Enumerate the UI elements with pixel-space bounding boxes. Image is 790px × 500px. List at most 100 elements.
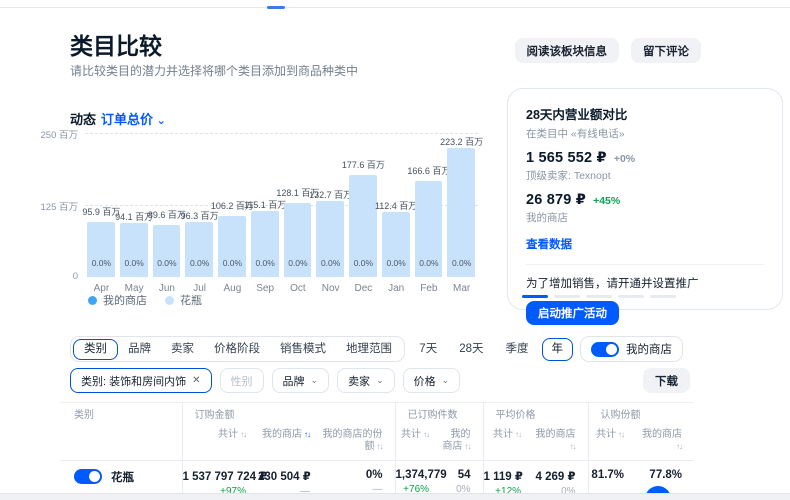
- category-bar[interactable]: [218, 215, 246, 277]
- my-shop-toggle[interactable]: [591, 341, 619, 357]
- period-tabs: 7天 28天 季度年: [410, 337, 573, 361]
- card-subtitle: 在类目中 «有线电话»: [526, 128, 625, 140]
- category-toggle[interactable]: [74, 469, 102, 484]
- download-button[interactable]: 下载: [643, 368, 690, 393]
- bar-value-label: 115.1 百万: [243, 199, 287, 210]
- sort-icon[interactable]: ↑↓: [423, 429, 430, 439]
- metric-selector[interactable]: 订单总价 ⌄: [101, 112, 166, 127]
- column-subheader[interactable]: 共计 ↑↓: [181, 424, 258, 461]
- column-subheader[interactable]: 我的商店↑↓: [441, 424, 484, 461]
- category-bar[interactable]: [87, 221, 115, 277]
- category-bar[interactable]: [119, 222, 148, 277]
- top-seller-change: +0%: [613, 153, 636, 165]
- filter-chip-1[interactable]: 类别: 装饰和房间内饰 ✕: [70, 368, 212, 393]
- filter-chip-4[interactable]: 卖家 ⌄: [337, 368, 395, 393]
- column-subheader[interactable]: 我的商店的份额 ↑↓: [322, 424, 396, 461]
- chip-label: 卖家: [348, 375, 371, 388]
- cell-value: 1 119 ₽: [483, 470, 523, 483]
- category-bar[interactable]: [381, 212, 410, 277]
- column-subheader[interactable]: 共计 ↑↓: [587, 424, 637, 461]
- view-data-link[interactable]: 查看数据: [526, 239, 572, 251]
- top-scrollbar-thumb[interactable]: [267, 6, 285, 9]
- top-scrollbar-track[interactable]: [0, 7, 790, 8]
- remove-chip-icon[interactable]: ✕: [192, 375, 201, 386]
- x-axis-month-label: Sep: [256, 283, 275, 294]
- dynamics-label: 动态: [70, 112, 97, 127]
- sort-icon[interactable]: ↑↓: [515, 429, 522, 439]
- column-subheader[interactable]: 共计 ↑↓: [482, 424, 534, 461]
- chart-gridline: [85, 133, 478, 134]
- bar-value-label: 106.2 百万: [210, 200, 254, 211]
- my-shop-change: +45%: [593, 195, 621, 207]
- category-bar[interactable]: [447, 148, 475, 277]
- read-section-info-button[interactable]: 阅读该板块信息: [514, 38, 619, 63]
- cell-change: +76%: [403, 483, 430, 495]
- column-subheader-label: 我的商店: [262, 428, 302, 440]
- dimension-tab-4[interactable]: 价格阶段: [214, 343, 260, 355]
- dimension-tab-2[interactable]: 品牌: [128, 343, 151, 355]
- divider: [526, 264, 764, 265]
- x-axis-month-label: Apr: [93, 283, 110, 294]
- carousel-dot[interactable]: [586, 295, 612, 298]
- period-tab-1[interactable]: 7天: [419, 343, 438, 355]
- x-axis-month-label: Mar: [453, 283, 471, 294]
- dimension-tab-1[interactable]: 类别: [73, 338, 118, 360]
- category-name-wrap: 花瓶: [74, 469, 170, 485]
- category-bar[interactable]: [185, 221, 213, 277]
- period-tab-2[interactable]: 28天: [459, 343, 484, 355]
- carousel-dot[interactable]: [554, 295, 580, 298]
- cell-value: 77.8%: [649, 468, 683, 481]
- carousel-dot[interactable]: [618, 295, 644, 298]
- filter-chip-3[interactable]: 品牌 ⌄: [271, 368, 330, 393]
- category-bar[interactable]: [283, 203, 312, 277]
- sort-active-icon[interactable]: ↑↓: [304, 429, 311, 439]
- legend-dot-icon: [88, 295, 97, 305]
- dimension-tab-6[interactable]: 地理范围: [346, 343, 392, 355]
- column-subheader[interactable]: 我的商店↑↓: [258, 424, 322, 461]
- cell-change: 0%: [561, 485, 576, 497]
- chevron-down-icon: ⌄: [441, 375, 450, 385]
- start-promotion-button[interactable]: 启动推广活动: [526, 301, 619, 325]
- turnover-comparison-card: 28天内营业额对比 在类目中 «有线电话» 1 565 552 ₽ +0% 顶级…: [507, 88, 783, 325]
- category-bar[interactable]: [316, 200, 344, 277]
- x-axis-month-label: Feb: [420, 283, 438, 294]
- leave-review-button[interactable]: 留下评论: [631, 38, 701, 63]
- chart-header: 动态 订单总价 ⌄: [70, 109, 166, 128]
- bar-value-label: 95.9 百万: [82, 206, 121, 217]
- sort-icon[interactable]: ↑↓: [464, 442, 472, 451]
- my-shop-label: 我的商店: [526, 212, 568, 224]
- column-subheader[interactable]: 我的商店↑↓: [636, 424, 695, 461]
- period-tab-3[interactable]: 季度: [505, 343, 529, 355]
- dimension-tab-3[interactable]: 卖家: [171, 343, 194, 355]
- y-axis-tick-label: 250 百万: [40, 130, 79, 141]
- category-bar[interactable]: [152, 225, 181, 277]
- sort-icon[interactable]: ↑↓: [240, 429, 247, 439]
- y-axis-tick-label: 125 百万: [40, 202, 79, 213]
- column-subheader-label: 共计: [218, 428, 238, 440]
- column-subheader[interactable]: 我的商店↑↓: [533, 424, 589, 461]
- sort-icon[interactable]: ↑↓: [618, 429, 625, 439]
- bar-value-label: 166.6 百万: [407, 166, 451, 177]
- carousel-dot[interactable]: [522, 295, 548, 298]
- carousel-dot[interactable]: [650, 295, 676, 298]
- bottom-edge: [0, 493, 790, 500]
- bar-value-label: 89.6 百万: [147, 210, 186, 221]
- sort-icon[interactable]: ↑↓: [569, 442, 577, 451]
- dimension-tab-5[interactable]: 销售模式: [280, 343, 326, 355]
- category-bar[interactable]: [414, 181, 443, 277]
- page-title: 类目比较: [70, 33, 162, 59]
- cell-value: 1 537 797 724 ₽: [182, 470, 268, 483]
- period-tab-4[interactable]: 年: [541, 337, 573, 361]
- category-bar[interactable]: [250, 210, 279, 277]
- column-subheader-label: 共计: [493, 428, 514, 440]
- my-shop-toggle-label: 我的商店: [626, 344, 672, 356]
- column-subheader[interactable]: 共计 ↑↓: [394, 424, 442, 461]
- filter-chips: 类别: 装饰和房间内饰 ✕ 性别 品牌 ⌄ 卖家 ⌄ 价格 ⌄: [70, 368, 461, 393]
- sort-icon[interactable]: ↑↓: [376, 442, 384, 451]
- chip-label: 性别: [230, 375, 253, 388]
- filter-chip-5[interactable]: 价格 ⌄: [402, 368, 461, 393]
- cell-value: 1,374,779: [395, 468, 447, 481]
- sort-icon[interactable]: ↑↓: [676, 442, 683, 451]
- legend-item: 我的商店: [88, 292, 147, 308]
- category-bar[interactable]: [349, 174, 377, 277]
